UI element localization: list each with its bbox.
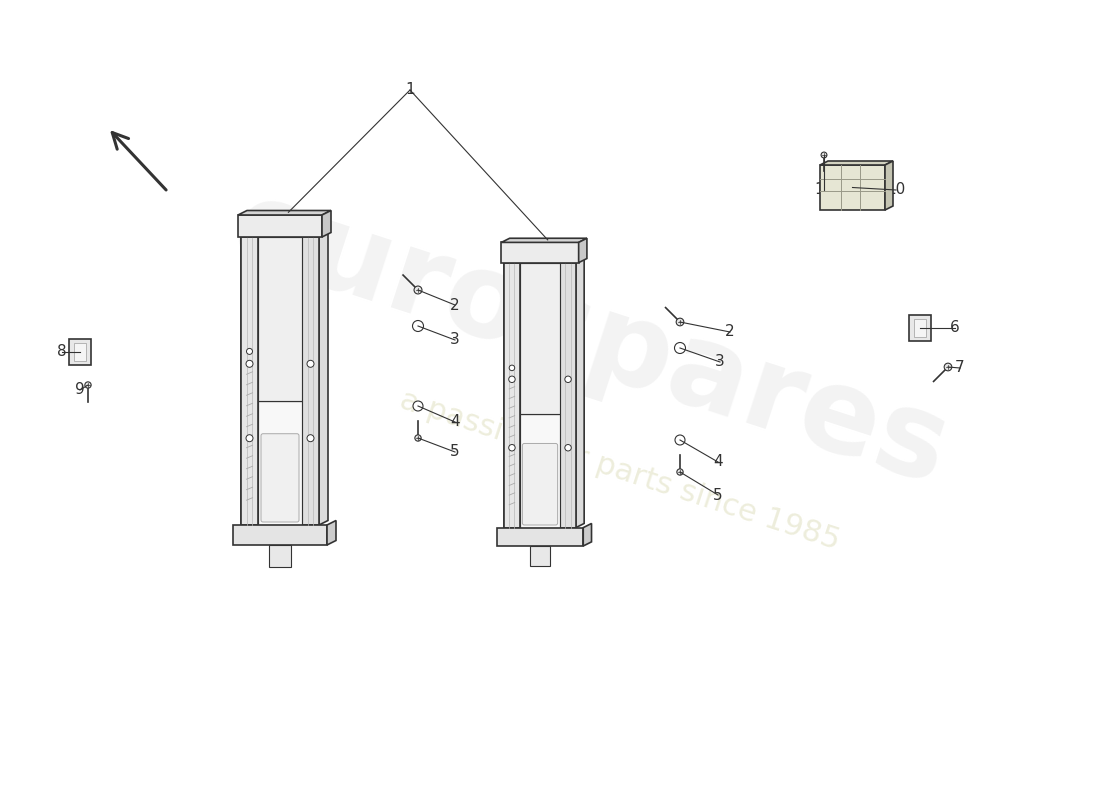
FancyBboxPatch shape: [261, 434, 299, 522]
Circle shape: [246, 360, 253, 367]
Polygon shape: [233, 525, 327, 545]
Polygon shape: [520, 262, 560, 414]
Polygon shape: [241, 237, 258, 525]
Polygon shape: [238, 215, 322, 237]
Text: 5: 5: [713, 487, 723, 502]
Text: 11: 11: [814, 182, 834, 198]
Text: 6: 6: [950, 321, 960, 335]
Circle shape: [676, 469, 683, 475]
Polygon shape: [241, 237, 319, 525]
Polygon shape: [502, 238, 587, 242]
Polygon shape: [560, 262, 576, 528]
FancyBboxPatch shape: [522, 443, 558, 525]
Circle shape: [307, 434, 314, 442]
Text: 4: 4: [450, 414, 460, 430]
Circle shape: [564, 376, 571, 382]
Text: 4: 4: [713, 454, 723, 470]
Polygon shape: [270, 545, 292, 567]
Polygon shape: [504, 262, 520, 528]
Polygon shape: [576, 258, 584, 528]
Text: eurospares: eurospares: [218, 170, 962, 510]
Text: 8: 8: [57, 345, 67, 359]
Circle shape: [675, 435, 685, 445]
Polygon shape: [504, 262, 576, 528]
Circle shape: [412, 401, 424, 411]
Circle shape: [944, 363, 952, 371]
Text: 3: 3: [450, 333, 460, 347]
Circle shape: [508, 445, 515, 451]
Polygon shape: [319, 233, 328, 525]
Polygon shape: [886, 161, 893, 210]
Circle shape: [246, 434, 253, 442]
Polygon shape: [69, 339, 90, 365]
Circle shape: [85, 382, 91, 388]
Polygon shape: [238, 210, 331, 215]
Polygon shape: [530, 546, 550, 566]
Text: a passion for parts since 1985: a passion for parts since 1985: [396, 385, 844, 555]
Polygon shape: [327, 521, 336, 545]
Polygon shape: [258, 401, 303, 525]
Circle shape: [674, 342, 685, 354]
Circle shape: [307, 360, 314, 367]
Text: 2: 2: [450, 298, 460, 313]
Polygon shape: [820, 161, 893, 165]
Polygon shape: [302, 237, 319, 525]
Circle shape: [821, 152, 827, 158]
Circle shape: [414, 286, 422, 294]
Polygon shape: [520, 414, 560, 528]
Text: 7: 7: [955, 361, 965, 375]
Text: 10: 10: [887, 182, 905, 198]
Polygon shape: [322, 210, 331, 237]
Polygon shape: [583, 523, 592, 546]
Circle shape: [508, 376, 515, 382]
Polygon shape: [910, 314, 931, 341]
Text: 5: 5: [450, 445, 460, 459]
Circle shape: [564, 445, 571, 451]
Circle shape: [676, 318, 684, 326]
Text: 3: 3: [715, 354, 725, 370]
Circle shape: [412, 321, 424, 331]
Text: 9: 9: [75, 382, 85, 398]
Polygon shape: [258, 237, 303, 401]
Polygon shape: [914, 319, 926, 337]
Polygon shape: [74, 343, 86, 361]
Text: 1: 1: [405, 82, 415, 98]
Polygon shape: [502, 242, 579, 262]
Circle shape: [246, 349, 253, 354]
Polygon shape: [820, 165, 886, 210]
Polygon shape: [497, 528, 583, 546]
Circle shape: [509, 365, 515, 370]
Circle shape: [415, 435, 421, 441]
Text: 2: 2: [725, 325, 735, 339]
Polygon shape: [579, 238, 587, 262]
